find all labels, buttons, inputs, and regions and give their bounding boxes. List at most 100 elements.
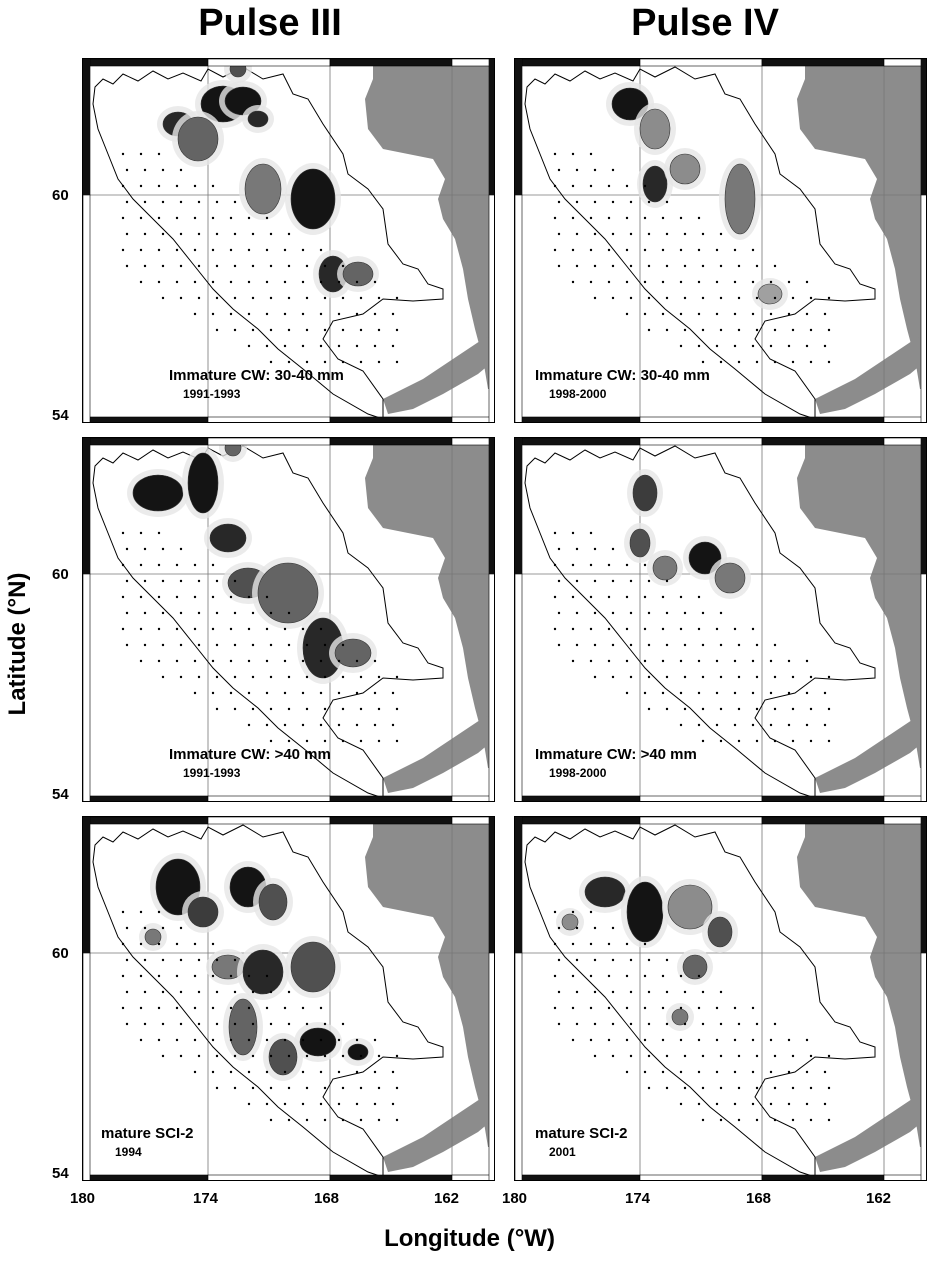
station-dot <box>575 547 579 551</box>
station-dot <box>125 232 129 236</box>
station-dot <box>589 152 593 156</box>
station-dot <box>355 659 359 663</box>
station-dot <box>287 611 291 615</box>
station-dot <box>575 1022 579 1026</box>
shelf-contour <box>92 824 444 1178</box>
station-dot <box>247 1006 251 1010</box>
frame-segment <box>207 1174 331 1180</box>
station-dot <box>247 691 251 695</box>
station-dot <box>611 1054 615 1058</box>
station-dot <box>373 312 377 316</box>
frame-segment <box>207 59 331 67</box>
station-dot <box>629 296 633 300</box>
station-dot <box>179 200 183 204</box>
station-dot <box>305 360 309 364</box>
station-dot <box>161 168 165 172</box>
station-dot <box>283 248 287 252</box>
station-dot <box>787 1038 791 1042</box>
frame-segment <box>451 1174 491 1180</box>
station-dot <box>373 691 377 695</box>
station-dot <box>665 328 669 332</box>
station-dot <box>323 643 327 647</box>
station-dot <box>755 1054 759 1058</box>
station-dot <box>697 248 701 252</box>
station-dot <box>251 611 255 615</box>
density-blob <box>642 165 668 203</box>
station-dot <box>643 974 647 978</box>
station-dot <box>157 1038 161 1042</box>
station-dot <box>301 627 305 631</box>
station-dot <box>553 184 557 188</box>
station-dot <box>625 627 629 631</box>
station-dot <box>175 216 179 220</box>
station-dot <box>139 216 143 220</box>
frame-segment <box>883 1174 923 1180</box>
station-dot <box>323 675 327 679</box>
station-dot <box>571 974 575 978</box>
station-dot <box>283 1038 287 1042</box>
station-dot <box>233 675 237 679</box>
density-blob <box>561 913 579 931</box>
station-dot <box>553 152 557 156</box>
station-dot <box>395 675 399 679</box>
station-dot <box>719 1118 723 1122</box>
station-dot <box>809 707 813 711</box>
station-dot <box>215 707 219 711</box>
station-dot <box>319 1102 323 1106</box>
station-dot <box>247 1070 251 1074</box>
station-dot <box>679 659 683 663</box>
station-dot <box>751 1102 755 1106</box>
frame-segment <box>515 817 522 953</box>
station-dot <box>661 627 665 631</box>
station-dot <box>697 344 701 348</box>
frame-segment <box>83 817 90 953</box>
station-dot <box>701 328 705 332</box>
station-dot <box>337 691 341 695</box>
station-dot <box>557 958 561 962</box>
station-dot <box>823 1102 827 1106</box>
station-dot <box>665 611 669 615</box>
station-dot <box>733 627 737 631</box>
station-dot <box>769 723 773 727</box>
panel-years: 1998-2000 <box>549 387 607 401</box>
station-dot <box>247 974 251 978</box>
station-dot <box>179 643 183 647</box>
station-dot <box>661 595 665 599</box>
station-dot <box>665 200 669 204</box>
frame-segment <box>920 952 926 1180</box>
frame-segment <box>88 416 209 422</box>
station-dot <box>665 675 669 679</box>
frame-segment <box>883 59 923 67</box>
station-dot <box>629 958 633 962</box>
station-dot <box>773 296 777 300</box>
station-dot <box>359 360 363 364</box>
station-dot <box>157 531 161 535</box>
station-dot <box>197 579 201 583</box>
station-dot <box>715 1102 719 1106</box>
station-dot <box>211 974 215 978</box>
station-dot <box>211 595 215 599</box>
station-dot <box>161 926 165 930</box>
column-title-pulse-iii: Pulse III <box>198 2 342 44</box>
station-dot <box>557 264 561 268</box>
station-dot <box>355 723 359 727</box>
station-dot <box>197 296 201 300</box>
station-dot <box>755 360 759 364</box>
panel-title: Immature CW: >40 mm <box>535 746 697 763</box>
station-dot <box>715 691 719 695</box>
station-dot <box>737 1022 741 1026</box>
station-dot <box>589 563 593 567</box>
station-dot <box>643 216 647 220</box>
station-dot <box>589 216 593 220</box>
station-dot <box>301 1038 305 1042</box>
station-dot <box>233 200 237 204</box>
station-dot <box>139 248 143 252</box>
station-dot <box>827 328 831 332</box>
density-blob <box>268 1038 298 1076</box>
peninsula-landmass <box>815 1092 926 1172</box>
station-dot <box>593 1022 597 1026</box>
station-dot <box>377 328 381 332</box>
station-dot <box>683 1022 687 1026</box>
station-dot <box>175 595 179 599</box>
density-blob <box>247 110 269 128</box>
